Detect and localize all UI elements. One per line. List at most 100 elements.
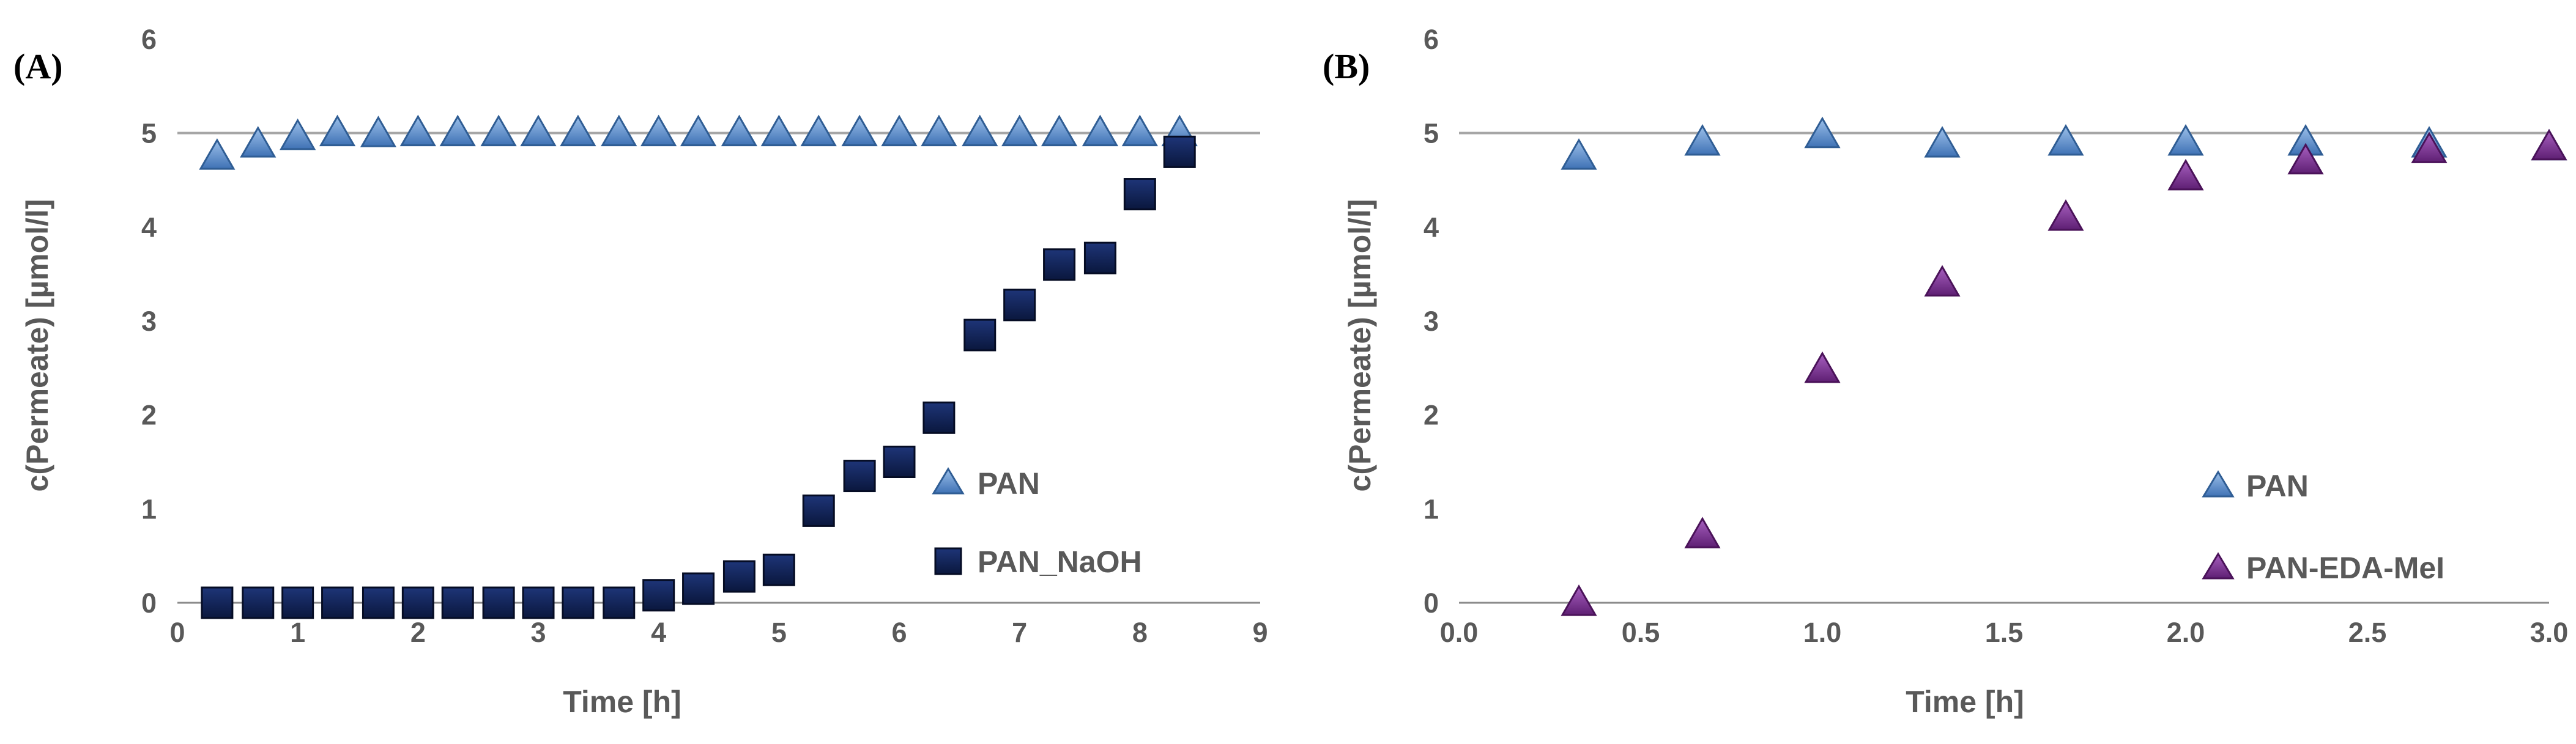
panel-a-x-tick-label: 5 — [771, 617, 787, 648]
panel-a-pan-naoh-point — [682, 572, 715, 605]
panel-a-x-tick-label: 2 — [410, 617, 426, 648]
panel-a-pan-point — [1001, 114, 1038, 147]
panel-a-x-tick-label: 6 — [891, 617, 907, 648]
panel-b-legend-marker-pan — [2202, 470, 2235, 498]
panel-a-pan-naoh-point — [1043, 248, 1076, 281]
panel-a-x-tick-label: 9 — [1252, 617, 1268, 648]
panel-b-legend-label-pan: PAN — [2246, 469, 2309, 503]
panel-b-pan-point — [1684, 124, 1721, 156]
panel-b-legend: PAN PAN-EDA-MeI — [2202, 469, 2444, 585]
panel-b-pan-eda-mei-point — [2287, 142, 2324, 175]
panel-a-pan-naoh-point — [522, 586, 555, 619]
panel-a-pan-naoh-point — [281, 586, 314, 619]
panel-b-pan-eda-mei-point — [1684, 517, 1721, 548]
panel-a-x-tick-label: 1 — [290, 617, 305, 648]
panel-a-x-tick-label: 4 — [651, 617, 666, 648]
panel-b-pan-eda-mei-point — [1561, 584, 1597, 616]
panel-b-x-tick-label: 2.5 — [2348, 617, 2387, 648]
panel-b-y-ticks: 0 1 2 3 4 5 6 — [1423, 24, 1439, 619]
panel-a-pan-point — [439, 114, 476, 147]
panel-a-pan-naoh-point — [963, 319, 997, 352]
panel-b-pan-eda-mei-point — [2167, 158, 2204, 191]
panel-a-pan-naoh-point — [603, 586, 636, 619]
panel-a-pan-point — [921, 114, 957, 147]
panel-b-x-tick-label: 3.0 — [2530, 617, 2569, 648]
panel-a-pan-naoh-point — [642, 579, 675, 612]
panel-b-pan-eda-mei-point — [2531, 128, 2567, 161]
panel-a: (A) 0 1 2 3 4 5 6 0 1 2 3 4 5 6 7 8 9 PAN PAN_NaOH Time… — [13, 24, 1268, 719]
panel-b-y-tick-label: 5 — [1423, 118, 1439, 149]
panel-a-pan-point — [881, 114, 918, 147]
panel-b-pan-eda-mei-point — [2411, 131, 2448, 163]
panel-a-y-tick-label: 6 — [141, 24, 157, 55]
panel-b-legend-marker-pan-eda-mei — [2202, 552, 2235, 580]
panel-a-legend-marker-pan — [932, 467, 965, 495]
panel-a-legend: PAN PAN_NaOH — [932, 466, 1142, 579]
panel-a-x-axis-title: Time [h] — [563, 685, 681, 719]
panel-b: (B) 0 1 2 3 4 5 6 0.0 0.5 1.0 1.5 2.0 2.5 3.0 PAN PA… — [1323, 24, 2568, 719]
panel-a-pan-naoh-point — [1123, 178, 1156, 211]
panel-a-pan-point — [240, 126, 277, 158]
panel-a-pan-point — [399, 114, 436, 147]
panel-a-pan-point — [520, 114, 557, 147]
panel-a-series-pan-naoh — [201, 135, 1196, 619]
panel-a-pan-naoh-point — [321, 586, 354, 619]
panel-a-pan-naoh-point — [843, 460, 876, 493]
panel-a-pan-point — [560, 114, 596, 147]
panel-a-y-tick-label: 2 — [141, 400, 157, 431]
panel-a-pan-point — [360, 116, 397, 147]
panel-a-x-tick-label: 0 — [169, 617, 185, 648]
panel-b-pan-eda-mei-point — [2047, 199, 2084, 231]
panel-a-pan-naoh-point — [1163, 135, 1196, 168]
panel-b-y-tick-label: 2 — [1423, 400, 1439, 431]
panel-b-pan-point — [2167, 124, 2204, 156]
panel-a-y-tick-label: 0 — [141, 587, 157, 619]
panel-a-pan-point — [480, 114, 517, 147]
panel-b-x-tick-label: 0.5 — [1622, 617, 1660, 648]
panel-a-pan-point — [1041, 114, 1078, 147]
panel-a-pan-naoh-point — [441, 586, 474, 619]
panel-a-label: (A) — [13, 46, 63, 86]
panel-b-y-tick-label: 4 — [1423, 212, 1439, 243]
panel-a-y-ticks: 0 1 2 3 4 5 6 — [141, 24, 157, 619]
panel-b-pan-eda-mei-point — [1924, 265, 1961, 297]
panel-a-x-tick-label: 7 — [1012, 617, 1027, 648]
panel-b-label: (B) — [1323, 46, 1370, 86]
panel-a-y-axis-title: c(Permeate) [µmol/l] — [20, 199, 54, 492]
panel-b-pan-point — [1924, 126, 1961, 158]
panel-a-pan-point — [280, 118, 316, 150]
panel-b-y-tick-label: 0 — [1423, 587, 1439, 619]
panel-a-pan-naoh-point — [201, 586, 234, 619]
panel-a-pan-point — [601, 114, 637, 147]
panel-a-pan-naoh-point — [482, 586, 515, 619]
panel-b-x-ticks: 0.0 0.5 1.0 1.5 2.0 2.5 3.0 — [1440, 617, 2569, 648]
panel-b-x-tick-label: 0.0 — [1440, 617, 1479, 648]
panel-a-pan-point — [721, 114, 758, 147]
panel-a-y-tick-label: 1 — [141, 493, 157, 525]
panel-a-pan-point — [800, 114, 837, 147]
panel-b-y-axis-title: c(Permeate) [µmol/l] — [1343, 199, 1377, 492]
panel-b-x-tick-label: 2.0 — [2167, 617, 2205, 648]
panel-a-legend-label-pan: PAN — [978, 466, 1040, 501]
panel-a-pan-naoh-point — [401, 586, 434, 619]
panel-a-pan-naoh-point — [762, 553, 795, 586]
panel-a-series-pan — [199, 114, 1198, 170]
panel-a-pan-point — [199, 138, 236, 170]
panel-b-y-tick-label: 3 — [1423, 306, 1439, 337]
panel-a-x-ticks: 0 1 2 3 4 5 6 7 8 9 — [169, 617, 1268, 648]
panel-a-pan-point — [760, 114, 797, 147]
panel-b-series-pan-eda-mei — [1561, 128, 2567, 616]
panel-b-x-tick-label: 1.0 — [1803, 617, 1842, 648]
panel-a-pan-point — [1121, 114, 1158, 147]
panel-a-x-tick-label: 3 — [530, 617, 546, 648]
panel-b-x-axis-title: Time [h] — [1906, 685, 2024, 719]
panel-a-pan-naoh-point — [362, 586, 395, 619]
panel-a-y-tick-label: 4 — [141, 212, 157, 243]
panel-a-x-tick-label: 8 — [1132, 617, 1148, 648]
panel-a-y-tick-label: 5 — [141, 118, 157, 149]
panel-a-legend-marker-pan-naoh — [934, 547, 962, 575]
panel-b-legend-label-pan-eda-mei: PAN-EDA-MeI — [2246, 551, 2444, 585]
panel-b-pan-point — [1561, 138, 1597, 170]
